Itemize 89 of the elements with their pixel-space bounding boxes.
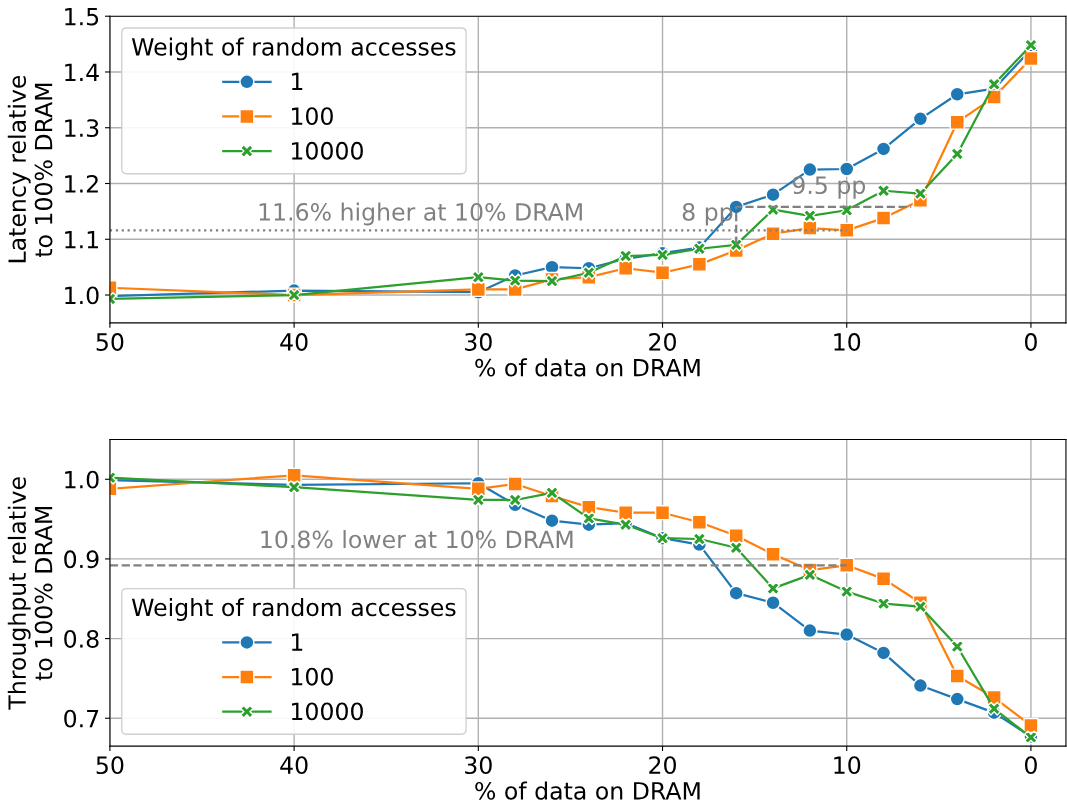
point [949, 114, 965, 130]
x-tick-label: 50 [96, 756, 124, 775]
legend-label: 1 [291, 633, 303, 651]
legend-title: Weight of random accesses [131, 598, 456, 621]
point [986, 89, 1002, 105]
x-tick-label: 30 [465, 333, 492, 351]
point [729, 237, 744, 252]
point [875, 210, 892, 226]
point [1023, 38, 1038, 53]
point [912, 677, 929, 694]
x-tick-label: 40 [280, 333, 308, 351]
point [875, 645, 892, 661]
legend-label: 10000 [291, 702, 363, 721]
point [618, 260, 634, 276]
point [507, 476, 523, 492]
y-tick-label: 0.7 [64, 709, 99, 728]
x-tick-label: 0 [1024, 756, 1037, 775]
point [912, 111, 929, 127]
point [765, 187, 781, 203]
point [654, 505, 671, 521]
y-tick-label: 1.0 [65, 286, 99, 305]
y-tick-label: 1.2 [65, 174, 98, 193]
x-tick-label: 20 [649, 333, 676, 351]
legend-label: 10000 [291, 141, 363, 160]
point [949, 86, 965, 102]
y-tick-label: 0.8 [64, 630, 99, 648]
point [913, 599, 928, 614]
point [581, 265, 596, 280]
point [876, 183, 891, 198]
point [544, 513, 560, 529]
point [618, 249, 633, 263]
point [802, 622, 818, 639]
point [949, 691, 965, 707]
x-tick-label: 0 [1024, 333, 1037, 351]
point [691, 256, 708, 272]
y-tick-label: 1.4 [65, 63, 99, 81]
point [839, 222, 855, 238]
y-tick-label: 1.5 [65, 7, 99, 26]
point [692, 532, 707, 546]
y-axis-title: Latency relative to 100% DRAM [7, 75, 53, 263]
point [765, 546, 781, 562]
point [654, 265, 671, 281]
point [508, 493, 523, 507]
point [618, 505, 634, 521]
point [1023, 717, 1039, 734]
point [839, 557, 855, 573]
point [987, 77, 1002, 92]
point [728, 585, 744, 601]
legend-title: Weight of random accesses [131, 37, 456, 61]
x-tick-label: 20 [649, 756, 676, 775]
point [839, 626, 855, 643]
y-axis-title: Throughput relative to 100% DRAM [7, 477, 53, 710]
point [765, 226, 781, 242]
y-tick-label: 1.0 [65, 470, 99, 489]
point [802, 220, 818, 236]
x-tick-label: 50 [96, 333, 124, 351]
x-tick-label: 30 [465, 756, 492, 775]
point [691, 514, 708, 530]
x-tick-label: 40 [280, 756, 308, 775]
point [875, 571, 892, 587]
point [839, 161, 855, 177]
point [949, 668, 965, 684]
x-axis-title: % of data on DRAM [475, 358, 700, 377]
point [766, 581, 780, 596]
point [875, 141, 892, 157]
point [913, 186, 928, 201]
y-tick-label: 1.3 [65, 119, 99, 138]
point [987, 701, 1002, 716]
point [950, 147, 965, 161]
x-tick-label: 10 [834, 333, 861, 351]
point [471, 493, 486, 507]
point [728, 528, 744, 544]
point [729, 540, 744, 555]
legend-label: 1 [291, 72, 303, 91]
point [286, 467, 302, 483]
point [950, 639, 965, 654]
point [1023, 50, 1039, 67]
point [581, 511, 596, 526]
y-tick-label: 1.1 [65, 231, 98, 249]
x-axis-title: % of data on DRAM [475, 781, 700, 800]
legend-label: 100 [291, 107, 333, 126]
legend-label: 100 [291, 667, 333, 686]
y-tick-label: 0.9 [64, 550, 99, 569]
point [839, 584, 854, 599]
point [765, 595, 781, 611]
point [471, 270, 486, 285]
x-tick-label: 10 [834, 756, 861, 775]
point [802, 567, 817, 582]
point [508, 273, 523, 288]
